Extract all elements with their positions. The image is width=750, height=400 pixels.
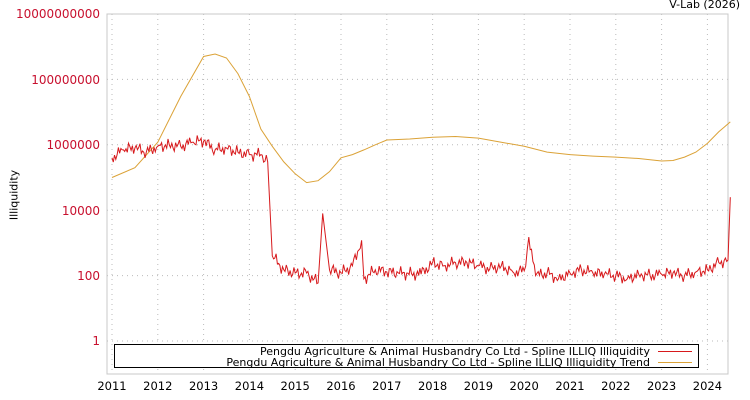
- legend-label-trend: Pengdu Agriculture & Animal Husbandry Co…: [226, 355, 650, 369]
- y-tick-1e4: 10000: [61, 204, 100, 218]
- x-tick-2021: 2021: [555, 379, 585, 393]
- legend-swatch-gold: [658, 361, 692, 363]
- y-tick-1e6: 1000000: [46, 138, 100, 152]
- x-tick-2016: 2016: [326, 379, 356, 393]
- x-tick-2024: 2024: [692, 379, 723, 393]
- x-tick-2011: 2011: [97, 379, 127, 393]
- legend-entry-trend: Pengdu Agriculture & Animal Husbandry Co…: [226, 355, 692, 369]
- plot-border: [106, 13, 729, 375]
- x-tick-2012: 2012: [143, 379, 173, 393]
- y-tick-1e10: 10000000000: [16, 7, 100, 21]
- x-tick-2013: 2013: [188, 379, 219, 393]
- legend-entry-illiquidity: Pengdu Agriculture & Animal Husbandry Co…: [259, 344, 692, 358]
- legend-label-illiquidity: Pengdu Agriculture & Animal Husbandry Co…: [259, 344, 650, 358]
- illiquidity-series-line: [111, 135, 731, 285]
- x-tick-2020: 2020: [509, 379, 539, 393]
- legend: Pengdu Agriculture & Animal Husbandry Co…: [114, 344, 699, 369]
- source-credit: V-Lab (2026): [669, 0, 740, 11]
- grid-lines: [107, 14, 728, 374]
- x-tick-2018: 2018: [417, 379, 448, 393]
- x-tick-2019: 2019: [463, 379, 494, 393]
- x-tick-2014: 2014: [234, 379, 265, 393]
- y-tick-100: 100: [77, 269, 100, 283]
- x-tick-2022: 2022: [601, 379, 631, 393]
- x-tick-2017: 2017: [372, 379, 402, 393]
- x-tick-2023: 2023: [646, 379, 677, 393]
- x-tick-2015: 2015: [280, 379, 310, 393]
- y-tick-1: 1: [92, 334, 100, 348]
- y-tick-1e8: 100000000: [31, 73, 100, 87]
- trend-series-line: [111, 53, 731, 184]
- legend-swatch-red: [658, 350, 692, 352]
